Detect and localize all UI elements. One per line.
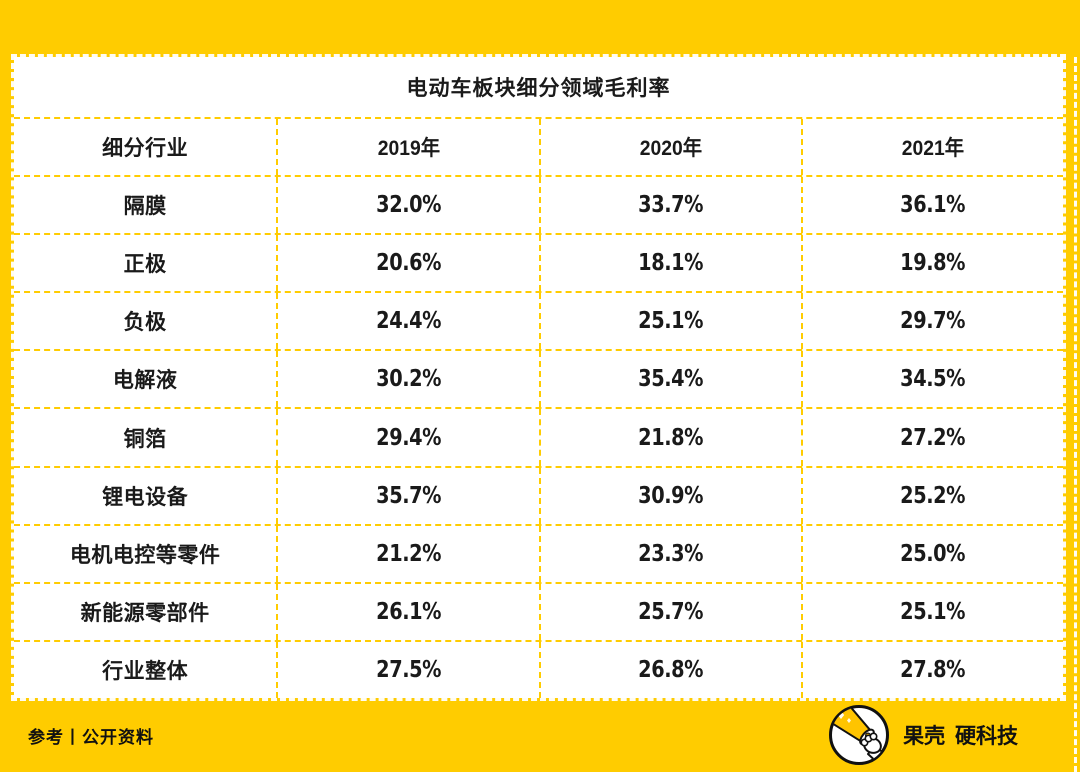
footer: 参考丨公开资料 xyxy=(0,698,1080,772)
table-row: 隔膜 32.0% 33.7% 36.1% xyxy=(14,175,1063,234)
row-label-cell: 铜箔 xyxy=(123,427,167,451)
value-cell: 29.7% xyxy=(800,293,1063,350)
header-cell-segment: 细分行业 xyxy=(102,137,189,161)
row-label-cell: 负极 xyxy=(123,311,167,335)
value-cell: 30.9% xyxy=(538,467,801,524)
value-cell: 23.3% xyxy=(538,525,801,582)
brand-name-secondary: 硬科技 xyxy=(955,725,1018,748)
source-note: 参考丨公开资料 xyxy=(28,727,154,747)
value-cell: 20.6% xyxy=(276,235,538,292)
value-cell: 27.8% xyxy=(800,641,1063,698)
table-header-row: 细分行业 2019年 2020年 2021年 xyxy=(14,117,1063,176)
value-cell: 21.8% xyxy=(538,409,801,466)
value-cell: 18.1% xyxy=(538,235,801,292)
value-cell: 25.1% xyxy=(800,583,1063,640)
table-row: 电解液 30.2% 35.4% 34.5% xyxy=(14,349,1063,408)
table-row: 行业整体 27.5% 26.8% 27.8% xyxy=(14,639,1063,698)
value-cell: 30.2% xyxy=(276,351,538,408)
row-label-cell: 电解液 xyxy=(112,369,178,393)
row-label-cell: 隔膜 xyxy=(123,195,167,219)
row-label-cell: 锂电设备 xyxy=(102,485,189,509)
value-cell: 36.1% xyxy=(800,177,1063,234)
value-cell: 32.0% xyxy=(276,177,538,234)
value-cell: 26.8% xyxy=(538,641,801,698)
table-title: 电动车板块细分领域毛利率 xyxy=(406,77,671,100)
value-cell: 24.4% xyxy=(276,293,538,350)
value-cell: 25.0% xyxy=(800,525,1063,582)
value-cell: 26.1% xyxy=(276,583,538,640)
header-cell-2019: 2019年 xyxy=(276,119,538,176)
row-label-cell: 行业整体 xyxy=(102,659,189,683)
right-edge-dashed-divider xyxy=(1074,57,1077,772)
table-row: 铜箔 29.4% 21.8% 27.2% xyxy=(14,407,1063,466)
value-cell: 25.1% xyxy=(538,293,801,350)
table-row: 锂电设备 35.7% 30.9% 25.2% xyxy=(14,465,1063,524)
brand-name: 果壳 硬科技 xyxy=(903,720,1018,750)
value-cell: 27.5% xyxy=(276,641,538,698)
row-label-cell: 新能源零部件 xyxy=(80,601,210,625)
value-cell: 34.5% xyxy=(800,351,1063,408)
table-row: 电机电控等零件 21.2% 23.3% 25.0% xyxy=(14,523,1063,582)
header-cell-2020: 2020年 xyxy=(538,119,801,176)
table-row: 正极 20.6% 18.1% 19.8% xyxy=(14,233,1063,292)
value-cell: 35.7% xyxy=(276,467,538,524)
value-cell: 25.7% xyxy=(538,583,801,640)
guokr-logo-icon xyxy=(829,705,890,765)
table-row: 负极 24.4% 25.1% 29.7% xyxy=(14,291,1063,350)
value-cell: 21.2% xyxy=(276,525,538,582)
row-label-cell: 正极 xyxy=(123,253,167,277)
brand-lockup: 果壳 硬科技 xyxy=(827,703,1018,767)
value-cell: 35.4% xyxy=(538,351,801,408)
header-cell-2021: 2021年 xyxy=(800,119,1063,176)
table-row: 新能源零部件 26.1% 25.7% 25.1% xyxy=(14,581,1063,640)
row-label-cell: 电机电控等零件 xyxy=(69,543,221,567)
table-title-row: 电动车板块细分领域毛利率 xyxy=(14,57,1063,117)
value-cell: 19.8% xyxy=(800,235,1063,292)
value-cell: 25.2% xyxy=(800,467,1063,524)
margin-table: 电动车板块细分领域毛利率 细分行业 2019年 2020年 2021年 隔膜 3… xyxy=(11,54,1066,701)
value-cell: 33.7% xyxy=(538,177,801,234)
brand-name-primary: 果壳 xyxy=(903,725,946,748)
value-cell: 27.2% xyxy=(800,409,1063,466)
value-cell: 29.4% xyxy=(276,409,538,466)
